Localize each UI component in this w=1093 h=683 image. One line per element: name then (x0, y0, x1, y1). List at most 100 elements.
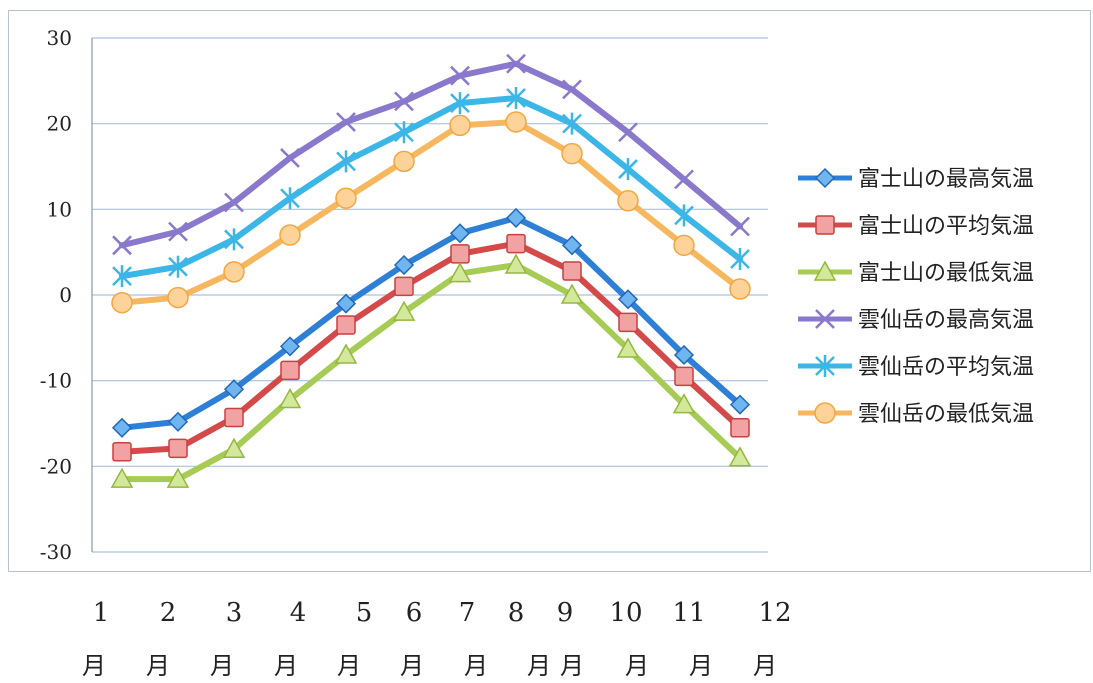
data-point-marker (561, 235, 583, 256)
data-point-marker (222, 437, 246, 458)
data-point-marker (110, 467, 134, 488)
legend-marker (814, 167, 836, 189)
legend-label: 雲仙岳の最低気温 (858, 402, 1034, 427)
y-tick-label: 30 (47, 26, 72, 50)
legend-label: 富士山の平均気温 (858, 214, 1034, 239)
x-tick-unit: 月 (753, 652, 777, 680)
x-tick-label: 3 (225, 598, 243, 628)
data-point-marker (504, 253, 528, 274)
data-point-marker (674, 169, 694, 190)
x-tick-label: 11 (672, 598, 706, 628)
data-point-marker (280, 360, 300, 381)
x-tick-unit: 月 (560, 652, 584, 680)
data-point-marker (449, 114, 471, 137)
series-line (119, 262, 743, 483)
data-point-marker (506, 53, 526, 74)
data-point-marker (280, 148, 300, 168)
y-tick-label: -10 (40, 369, 72, 393)
data-point-marker (505, 207, 527, 228)
x-tick-unit: 月 (464, 652, 488, 680)
data-point-marker (673, 234, 695, 257)
data-point-marker (506, 233, 526, 254)
data-point-marker (450, 244, 470, 264)
data-point-marker (560, 283, 584, 304)
x-tick-unit: 月 (400, 652, 424, 680)
data-point-marker (618, 312, 638, 333)
data-point-marker (167, 411, 189, 432)
series-line (119, 214, 743, 431)
data-point-marker (450, 92, 470, 115)
gridlines (92, 37, 768, 553)
data-point-marker (674, 366, 694, 387)
data-point-marker (618, 122, 638, 143)
data-point-marker (730, 418, 750, 438)
x-tick-unit: 月 (82, 652, 106, 680)
x-tick-unit: 月 (527, 652, 551, 680)
data-point-marker (730, 216, 750, 237)
data-point-marker (111, 291, 133, 314)
legend-marker (814, 402, 836, 424)
data-point-marker (617, 190, 639, 212)
data-point-marker (111, 417, 133, 438)
data-point-marker (672, 393, 696, 414)
y-tick-label: 0 (59, 283, 72, 307)
data-point-marker (168, 438, 188, 459)
legend-item: 雲仙岳の最低気温 (798, 402, 1034, 427)
data-point-marker (505, 111, 527, 133)
x-tick-label: 8 (507, 598, 525, 628)
data-point-marker (167, 286, 189, 309)
y-tick-label: 20 (47, 112, 72, 136)
data-point-marker (562, 79, 582, 100)
data-point-marker (729, 394, 751, 415)
data-point-marker (168, 221, 188, 242)
series-3 (110, 253, 752, 488)
data-point-marker (561, 142, 583, 165)
data-point-marker (224, 228, 244, 251)
data-point-marker (673, 344, 695, 366)
legend-label: 雲仙岳の最高気温 (858, 308, 1034, 333)
data-point-marker (393, 254, 415, 276)
series-2 (112, 233, 750, 462)
legend-marker (815, 309, 835, 329)
x-tick-unit: 月 (337, 652, 361, 680)
data-point-marker (336, 112, 356, 132)
x-tick-label: 7 (458, 598, 476, 628)
x-tick-label: 9 (556, 598, 574, 628)
x-tick-unit: 月 (274, 652, 298, 680)
data-point-marker (394, 91, 414, 112)
data-point-marker (112, 442, 132, 462)
data-point-marker (278, 387, 302, 409)
data-point-marker (334, 343, 358, 364)
x-tick-unit: 月 (689, 652, 713, 680)
data-point-marker (562, 261, 582, 281)
legend-item: 富士山の最高気温 (798, 167, 1034, 192)
data-point-marker (335, 293, 357, 314)
series-lines (110, 53, 752, 488)
data-point-marker (617, 289, 639, 310)
data-point-marker (223, 379, 245, 400)
legend: 富士山の最高気温富士山の平均気温富士山の最低気温雲仙岳の最高気温雲仙岳の平均気温… (798, 167, 1034, 427)
legend-item: 雲仙岳の平均気温 (798, 355, 1034, 380)
y-tick-label: 10 (47, 197, 72, 221)
data-point-marker (730, 248, 750, 271)
y-tick-label: -20 (40, 454, 72, 478)
legend-item: 雲仙岳の最高気温 (798, 308, 1034, 333)
data-point-marker (506, 86, 526, 109)
data-point-marker (336, 150, 356, 173)
data-point-marker (166, 467, 190, 488)
x-tick-label: 1 (92, 598, 110, 628)
series-4 (112, 53, 750, 256)
legend-marker (815, 355, 835, 377)
x-tick-label: 4 (289, 598, 307, 628)
legend-marker (815, 215, 835, 235)
legend-item: 富士山の平均気温 (798, 214, 1034, 239)
y-axis: 30 20 10 0 -10 -20 -30 (40, 26, 93, 564)
y-tick-label: -30 (40, 540, 72, 564)
data-point-marker (224, 192, 244, 213)
x-tick-unit: 月 (210, 652, 234, 680)
data-point-marker (112, 235, 132, 256)
x-tick-label: 6 (405, 598, 423, 628)
series-6 (111, 111, 751, 314)
data-point-marker (618, 158, 638, 181)
